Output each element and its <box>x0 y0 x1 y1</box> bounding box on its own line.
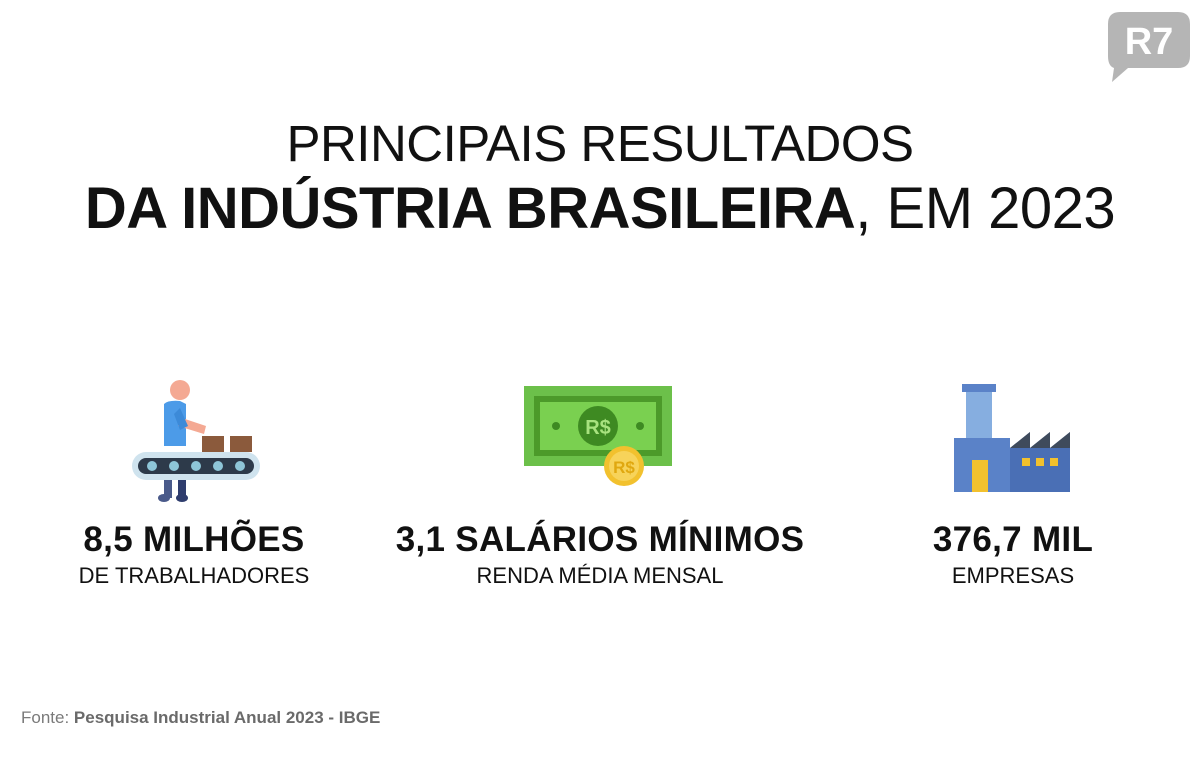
stat-companies: 376,7 MIL EMPRESAS <box>803 372 1200 590</box>
title-line-2: DA INDÚSTRIA BRASILEIRA, EM 2023 <box>0 174 1200 244</box>
stat-value: 376,7 MIL <box>932 520 1094 559</box>
money-bill-icon: R$ R$ <box>524 386 672 486</box>
stat-value: 3,1 SALÁRIOS MÍNIMOS <box>395 520 805 559</box>
worker-conveyor-icon <box>132 380 260 502</box>
footer-source: Fonte: Pesquisa Industrial Anual 2023 - … <box>21 708 380 728</box>
logo-text: R7 <box>1125 21 1174 63</box>
title-line-2-rest: , EM 2023 <box>855 176 1116 241</box>
footer-prefix: Fonte: <box>21 708 74 727</box>
stat-value: 8,5 MILHÕES <box>83 520 305 559</box>
stat-workers: 8,5 MILHÕES DE TRABALHADORES <box>0 372 404 590</box>
title-line-2-bold: DA INDÚSTRIA BRASILEIRA <box>84 176 856 241</box>
stat-income: R$ R$ 3,1 SALÁRIOS MÍNIMOS RENDA MÉDIA M… <box>390 372 810 590</box>
bill-symbol: R$ <box>585 417 611 439</box>
footer-source-name: Pesquisa Industrial Anual 2023 - IBGE <box>73 708 381 727</box>
factory-icon <box>954 384 1070 492</box>
stat-label: EMPRESAS <box>951 563 1075 588</box>
stat-label: DE TRABALHADORES <box>78 563 310 588</box>
title-line-1: PRINCIPAIS RESULTADOS <box>286 115 914 172</box>
r7-logo: R7 <box>1108 12 1190 82</box>
stat-label: RENDA MÉDIA MENSAL <box>476 563 724 588</box>
coin-symbol: R$ <box>613 458 635 477</box>
